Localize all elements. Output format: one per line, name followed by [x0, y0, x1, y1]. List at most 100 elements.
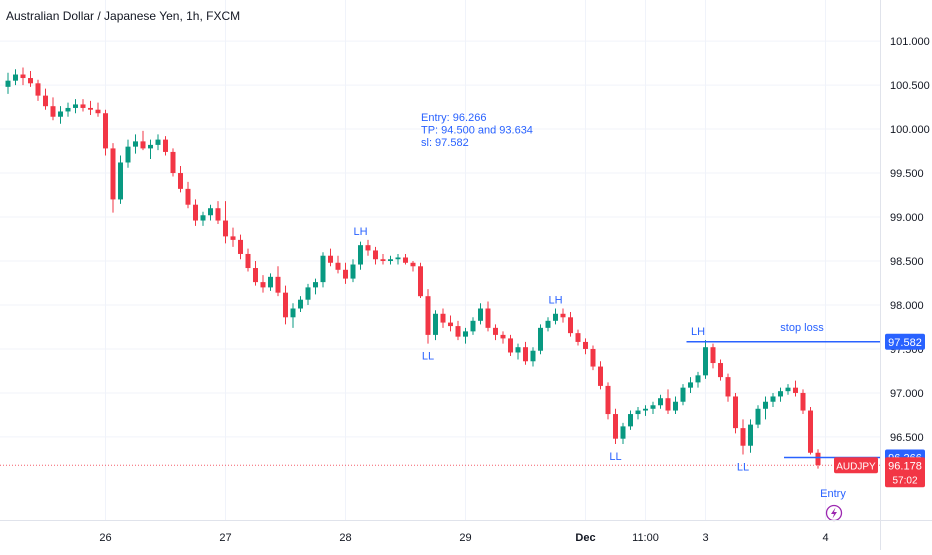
- candle-body: [755, 408, 761, 425]
- candle: [778, 387, 783, 402]
- candle-body: [545, 320, 551, 328]
- candle-body: [163, 139, 168, 152]
- candle: [13, 69, 18, 86]
- candle: [643, 405, 648, 416]
- candle: [298, 296, 303, 313]
- candle: [95, 102, 101, 117]
- y-tick-label: 100.000: [890, 124, 930, 136]
- candle: [200, 211, 206, 226]
- stop-loss-price-label: 97.582: [888, 337, 922, 349]
- candle: [538, 324, 543, 355]
- candle: [118, 155, 123, 204]
- candle: [553, 308, 558, 325]
- candle: [793, 380, 798, 397]
- trade-note-line: Entry: 96.266: [421, 112, 486, 124]
- candle-body: [148, 144, 153, 149]
- candle: [440, 308, 446, 328]
- candle-body: [403, 257, 408, 263]
- price-axis: 101.000 100.500 100.000 99.500 99.000 98.500 9…: [880, 0, 930, 550]
- candle: [80, 99, 86, 112]
- candle: [350, 259, 356, 283]
- y-tick-label: 100.500: [890, 80, 930, 92]
- symbol-tag[interactable]: AUDJPY: [834, 457, 878, 474]
- candle: [43, 88, 48, 110]
- candle-body: [305, 287, 311, 300]
- candle-body: [343, 269, 348, 279]
- candle-body: [568, 317, 573, 334]
- candle-body: [748, 424, 753, 446]
- candle-body: [673, 401, 678, 411]
- y-tick-label: 99.000: [890, 212, 924, 224]
- x-tick-label: 26: [99, 532, 111, 544]
- candle: [20, 67, 26, 86]
- candle: [103, 109, 108, 156]
- candle-body: [358, 245, 363, 265]
- candle-body: [110, 148, 116, 200]
- swing-label-lh: LH: [691, 326, 705, 338]
- candle: [755, 405, 761, 429]
- candle: [530, 347, 536, 367]
- candle: [695, 371, 701, 388]
- candle-body: [253, 268, 258, 283]
- candle-body: [245, 253, 251, 269]
- candle: [568, 312, 573, 337]
- candle: [545, 317, 551, 332]
- swing-label-ll: LL: [609, 451, 621, 463]
- candle: [650, 401, 656, 415]
- swing-label-ll: LL: [737, 462, 749, 474]
- candle-body: [125, 146, 131, 163]
- candle-body: [628, 414, 633, 427]
- candle-body: [73, 104, 78, 108]
- candle: [170, 148, 176, 177]
- swing-label-lh: LH: [548, 295, 562, 307]
- candle-body: [230, 236, 236, 240]
- candle: [613, 408, 618, 444]
- candle: [635, 407, 641, 420]
- candle: [710, 343, 716, 369]
- y-tick-label: 98.500: [890, 256, 924, 268]
- candle-body: [298, 299, 303, 309]
- chart-title: Australian Dollar / Japanese Yen, 1h, FX…: [6, 9, 241, 23]
- candle-body: [710, 347, 716, 364]
- candle-body: [680, 387, 686, 402]
- candle: [395, 253, 401, 265]
- candle: [238, 234, 243, 260]
- candle-body: [485, 308, 491, 328]
- lightning-icon[interactable]: [825, 504, 843, 522]
- candle: [343, 262, 348, 284]
- candle-body: [553, 313, 558, 321]
- candle: [628, 410, 633, 430]
- candle: [703, 340, 708, 379]
- candle-body: [463, 331, 468, 337]
- candle-body: [725, 377, 731, 397]
- candle: [65, 102, 71, 117]
- overlays: LH LL LH LL LH LL stop loss Entry Entry: 96.266T…: [0, 112, 880, 522]
- candle: [253, 261, 258, 286]
- candle-body: [283, 292, 288, 318]
- candle: [620, 422, 626, 444]
- candle-body: [335, 262, 341, 270]
- candle-body: [380, 259, 386, 261]
- stop-loss-label: stop loss: [780, 322, 824, 334]
- candle: [313, 278, 318, 295]
- y-tick-label: 96.500: [890, 432, 924, 444]
- candle-body: [793, 387, 798, 393]
- candle-body: [583, 341, 588, 349]
- candle-body: [575, 333, 581, 342]
- entry-label: Entry: [820, 488, 846, 500]
- candle-body: [140, 141, 146, 149]
- candle-body: [290, 308, 296, 318]
- candle: [500, 331, 506, 344]
- candle-body: [223, 220, 228, 237]
- candle-body: [635, 410, 641, 415]
- candle: [133, 134, 138, 154]
- candle: [268, 273, 273, 291]
- candle: [485, 301, 491, 332]
- candle: [155, 134, 161, 151]
- x-tick-label: Dec: [575, 532, 595, 544]
- candle: [58, 106, 63, 124]
- candle: [410, 261, 416, 272]
- candle: [215, 201, 221, 225]
